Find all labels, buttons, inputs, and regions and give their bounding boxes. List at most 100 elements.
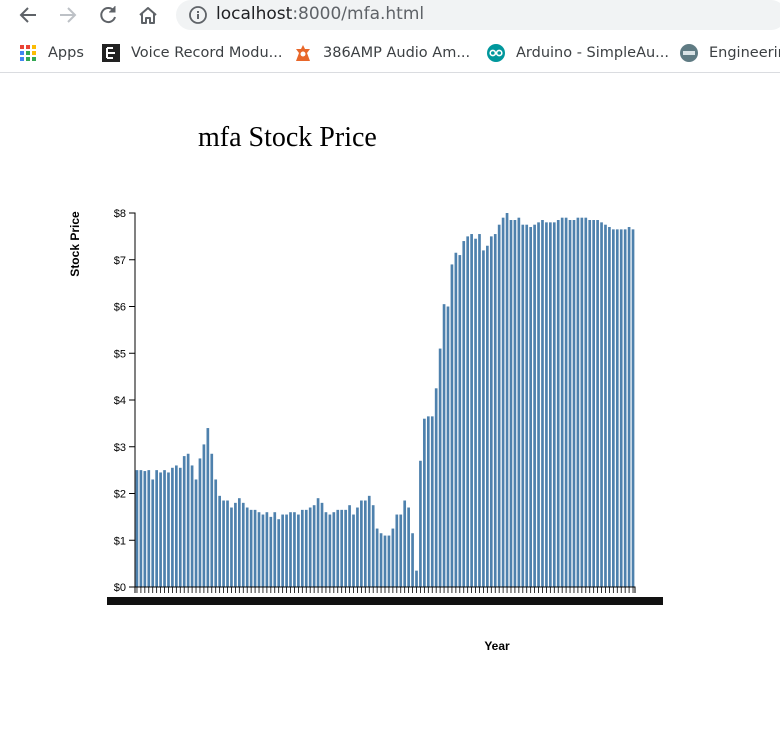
bar [407,507,410,587]
bar [474,238,477,587]
arduino-icon [487,44,505,62]
bar [151,479,155,587]
bar [580,217,584,587]
bar [363,500,367,587]
bar [226,500,229,587]
bar [304,509,308,587]
x-tick-labels-overlap [107,597,663,605]
bar [430,416,434,587]
bookmark-engineering[interactable]: Engineerin [679,42,780,64]
address-bar[interactable]: localhost:8000/mfa.html [176,0,780,30]
bar [462,241,466,588]
bar-chart: $0 $1 $2 $3 $4 $5 $6 $7 $8 Stock Price Year [68,208,663,653]
bar [312,505,316,587]
bar [552,222,556,587]
bar [261,514,265,587]
bar [391,528,395,587]
bar [541,220,544,587]
chart-title: mfa Stock Price [198,122,377,153]
bar [497,224,501,587]
bookmark-386amp[interactable]: 386AMP Audio Am... [293,42,470,64]
info-icon[interactable] [188,5,208,25]
bar [426,416,430,587]
bar [588,220,592,587]
bar [214,479,218,587]
bar [623,229,627,588]
bar [340,509,344,587]
bar [517,217,521,587]
bar [419,460,422,587]
bar [367,495,371,587]
x-axis-label: Year [484,639,510,653]
bar [584,217,588,587]
bar [352,514,355,587]
bar [336,509,340,587]
bar [612,229,615,588]
bar [446,306,450,587]
bar [241,502,245,587]
bar [572,220,576,587]
x-axis [107,586,663,605]
browser-toolbar: localhost:8000/mfa.html [0,0,780,32]
bar [245,507,249,587]
bar [399,514,403,587]
back-arrow-icon [19,7,36,23]
back-button[interactable] [14,1,42,29]
bar [619,229,623,588]
url-path: :8000/mfa.html [292,4,425,24]
bar [568,220,572,587]
bar [269,516,273,588]
y-tick-label: $4 [114,395,126,407]
bar [202,444,206,587]
home-button[interactable] [134,1,162,29]
bar [493,234,497,588]
voice-module-icon [102,44,120,62]
bar [509,220,513,587]
bar [403,500,407,587]
bar [139,470,143,588]
bar [604,224,607,587]
bar [257,512,261,587]
bar [615,229,619,588]
bookmark-label: Engineerin [709,45,780,61]
y-axis-label: Stock Price [68,211,82,277]
bar [415,570,418,587]
bar [466,236,470,588]
bar [442,304,446,587]
bar [143,471,147,587]
bar [411,533,414,587]
bar [478,234,481,588]
bar [596,220,599,587]
bar [218,495,221,587]
bookmark-arduino[interactable]: Arduino - SimpleAu... [486,42,669,64]
bar [178,467,182,587]
bookmark-voice-record[interactable]: Voice Record Modu... [101,42,283,64]
bar [576,217,580,587]
reload-button[interactable] [94,1,122,29]
bar [387,535,391,587]
bar [135,470,139,588]
bar [155,470,158,588]
bookmark-apps[interactable]: Apps [18,42,84,64]
bar [470,234,473,588]
bar [592,220,595,587]
bar [237,498,241,587]
bar [600,222,603,587]
bar [533,224,536,587]
bar [344,509,347,587]
y-tick-label: $0 [114,582,126,594]
bar [171,467,174,587]
bookmark-label: 386AMP Audio Am... [323,45,471,61]
bar [482,250,485,587]
bar [505,213,509,587]
bar [249,509,253,587]
bar [198,458,202,587]
bar [501,217,505,587]
forward-button[interactable] [54,1,82,29]
bar [182,456,186,587]
bar [186,453,190,587]
bar [383,535,387,587]
bar [458,255,462,587]
bar [556,220,560,587]
url-text: localhost:8000/mfa.html [216,4,424,24]
